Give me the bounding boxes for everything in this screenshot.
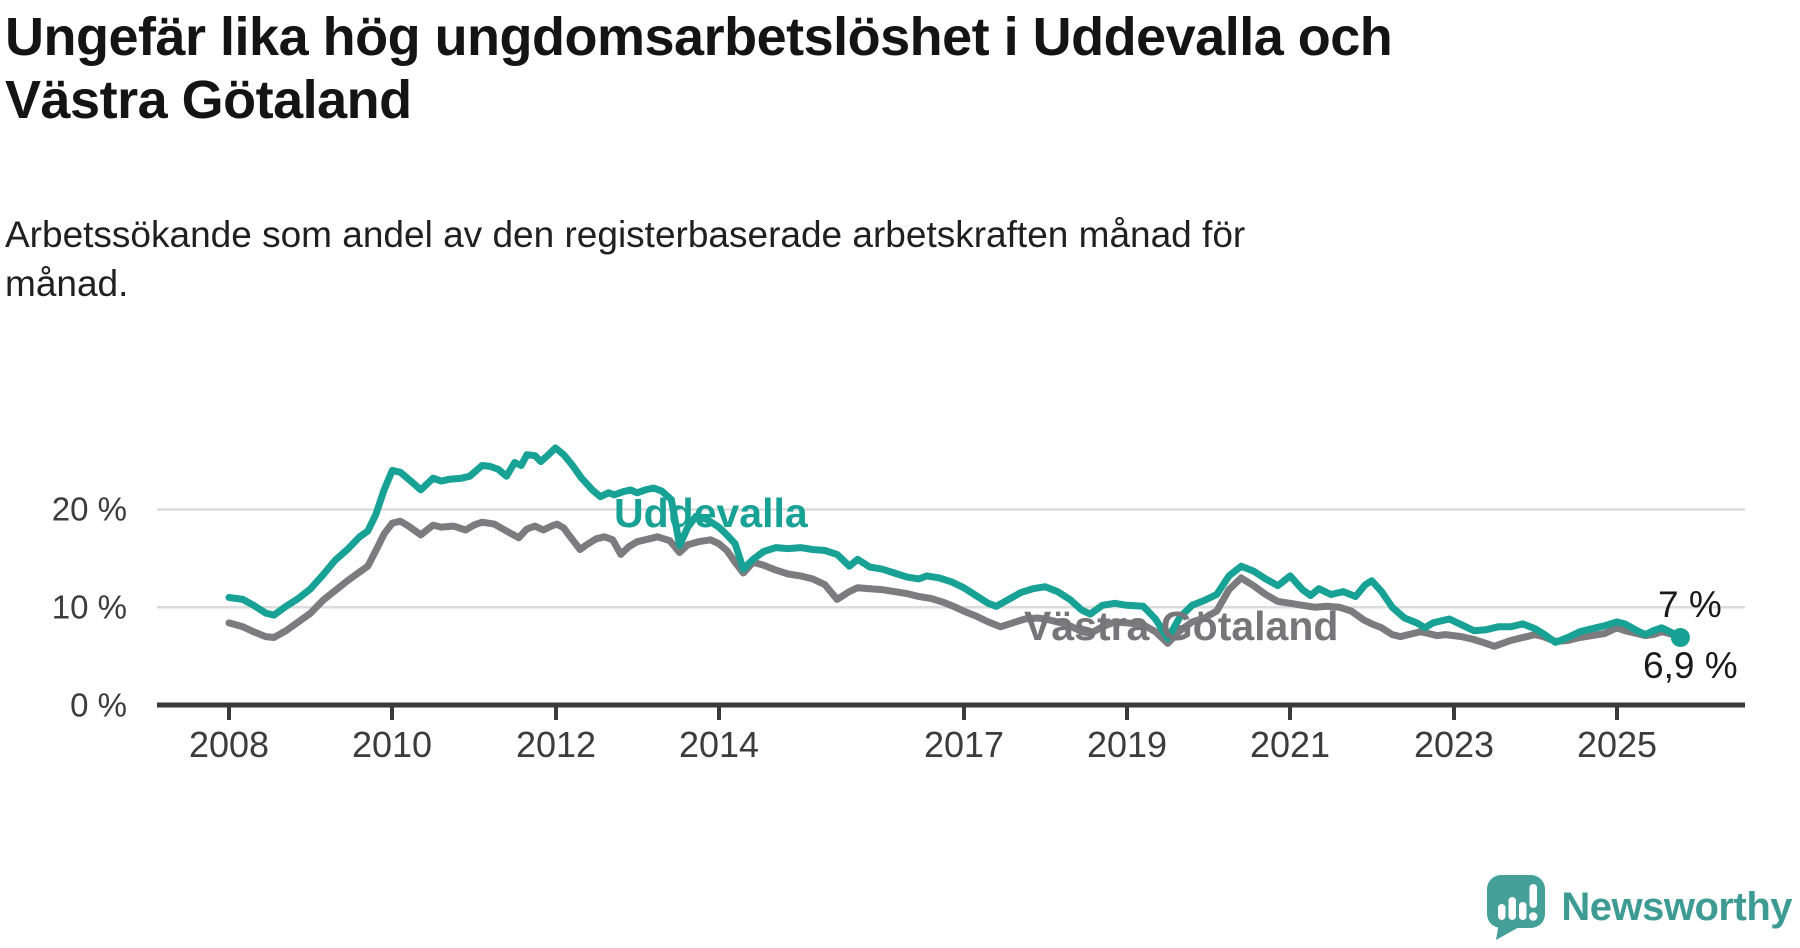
newsworthy-logo-text: Newsworthy <box>1561 884 1792 929</box>
y-axis-labels: 0 % 10 % 20 % <box>52 491 127 724</box>
page-title-line1: Ungefär lika hög ungdomsarbetslöshet i U… <box>5 7 1393 67</box>
series-line-v-stra-g-taland <box>225 517 1684 650</box>
x-tick-label: 2017 <box>924 724 1004 765</box>
y-tick-label: 20 % <box>52 491 127 528</box>
x-tick-label: 2023 <box>1414 724 1494 765</box>
series-line-uddevalla <box>225 444 1684 646</box>
page-subtitle-line1: Arbetssökande som andel av den registerb… <box>5 214 1246 255</box>
x-tick-label: 2025 <box>1577 724 1657 765</box>
x-axis-labels: 2008 2010 2012 2014 2017 2019 2021 2023 … <box>189 724 1657 765</box>
y-tick-label: 0 % <box>70 687 127 724</box>
newsworthy-logo-icon <box>1487 875 1546 940</box>
x-tick-label: 2010 <box>352 724 432 765</box>
end-value-label-vastra-gotaland: 7 % <box>1658 584 1722 625</box>
page-subtitle-line2: månad. <box>5 263 129 305</box>
y-tick-label: 10 % <box>52 589 127 626</box>
series-label-vastra-gotaland: Västra Götaland <box>1024 603 1338 649</box>
x-tick-label: 2012 <box>516 724 596 765</box>
series-label-uddevalla: Uddevalla <box>614 490 809 536</box>
x-tick-label: 2019 <box>1087 724 1167 765</box>
x-tick-label: 2021 <box>1250 724 1330 765</box>
newsworthy-logo: Newsworthy <box>1485 874 1792 940</box>
series-group <box>225 444 1684 650</box>
page-subtitle: Arbetssökande som andel av den registerb… <box>5 210 1245 308</box>
page-title: Ungefär lika hög ungdomsarbetslöshet i U… <box>5 6 1393 132</box>
end-value-label-uddevalla: 6,9 % <box>1643 645 1738 686</box>
x-tick-label: 2014 <box>679 724 759 765</box>
series-end-dot <box>1670 628 1690 647</box>
x-tick-label: 2008 <box>189 724 269 765</box>
x-axis-ticks <box>227 705 1619 720</box>
page-title-line2: Västra Götaland <box>5 70 412 131</box>
